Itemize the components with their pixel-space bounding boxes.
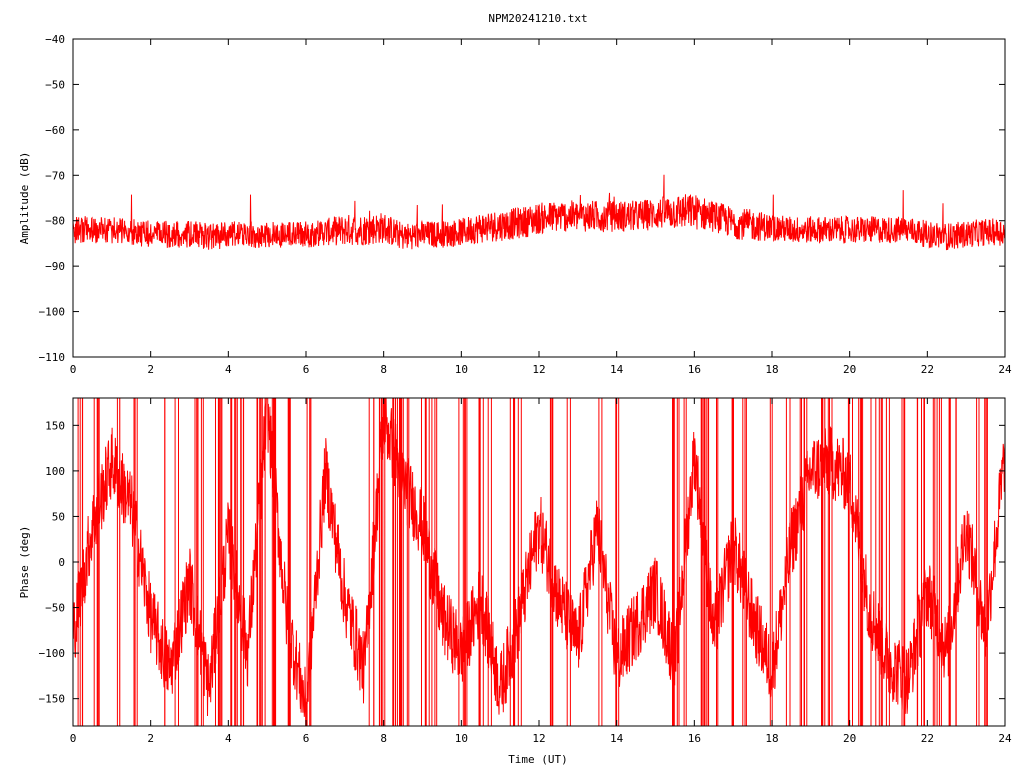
y-tick-label: −60 (45, 124, 65, 137)
x-tick-label: 24 (998, 363, 1012, 376)
x-tick-label: 20 (843, 363, 856, 376)
chart-title: NPM20241210.txt (488, 12, 587, 25)
amplitude-line (73, 174, 1005, 251)
amplitude-series (73, 174, 1005, 251)
y-tick-label: −40 (45, 33, 65, 46)
amplitude-y-axis-label: Amplitude (dB) (18, 152, 31, 245)
x-tick-label: 10 (455, 363, 468, 376)
x-tick-label: 22 (921, 732, 934, 745)
x-tick-label: 2 (147, 363, 154, 376)
x-tick-label: 12 (532, 363, 545, 376)
x-tick-label: 14 (610, 732, 624, 745)
y-tick-label: −80 (45, 215, 65, 228)
y-tick-label: −70 (45, 169, 65, 182)
amplitude-plot-frame (72, 38, 1006, 358)
y-tick-label: −150 (39, 693, 66, 706)
y-tick-label: −110 (39, 351, 66, 364)
x-tick-label: 16 (688, 732, 701, 745)
x-tick-label: 6 (303, 732, 310, 745)
amplitude-panel: 0 2 4 6 8 10 12 14 16 18 20 22 24−40−50−60−70−80−90−… (18, 33, 1012, 376)
y-tick-label: 150 (45, 419, 65, 432)
y-tick-label: 0 (58, 556, 65, 569)
phase-panel: 0 2 4 6 8 10 12 14 16 18 20 22 24150100500−50−100−15… (18, 397, 1012, 766)
y-tick-label: −90 (45, 260, 65, 273)
x-tick-label: 6 (303, 363, 310, 376)
x-tick-label: 22 (921, 363, 934, 376)
phase-series (73, 398, 1005, 726)
x-tick-label: 0 (70, 363, 77, 376)
x-tick-label: 4 (225, 732, 232, 745)
y-tick-label: −50 (45, 78, 65, 91)
y-tick-label: 50 (52, 510, 65, 523)
x-tick-label: 8 (380, 363, 387, 376)
x-tick-label: 20 (843, 732, 856, 745)
x-tick-label: 8 (380, 732, 387, 745)
amplitude-ticks: 0 2 4 6 8 10 12 14 16 18 20 22 24−40−50−60−70−80−90−… (39, 33, 1012, 376)
x-tick-label: 2 (147, 732, 154, 745)
phase-line (73, 398, 1005, 726)
x-tick-label: 12 (532, 732, 545, 745)
x-tick-label: 14 (610, 363, 624, 376)
y-tick-label: 100 (45, 465, 65, 478)
phase-ticks: 0 2 4 6 8 10 12 14 16 18 20 22 24150100500−50−100−15… (39, 398, 1012, 745)
x-tick-label: 24 (998, 732, 1012, 745)
x-tick-label: 10 (455, 732, 468, 745)
x-tick-label: 0 (70, 732, 77, 745)
y-tick-label: −100 (39, 306, 66, 319)
x-tick-label: 18 (765, 363, 778, 376)
y-tick-label: −50 (45, 602, 65, 615)
x-tick-label: 16 (688, 363, 701, 376)
x-axis-label: Time (UT) (508, 753, 568, 766)
x-tick-label: 18 (765, 732, 778, 745)
x-tick-label: 4 (225, 363, 232, 376)
y-tick-label: −100 (39, 647, 66, 660)
phase-y-axis-label: Phase (deg) (18, 526, 31, 599)
